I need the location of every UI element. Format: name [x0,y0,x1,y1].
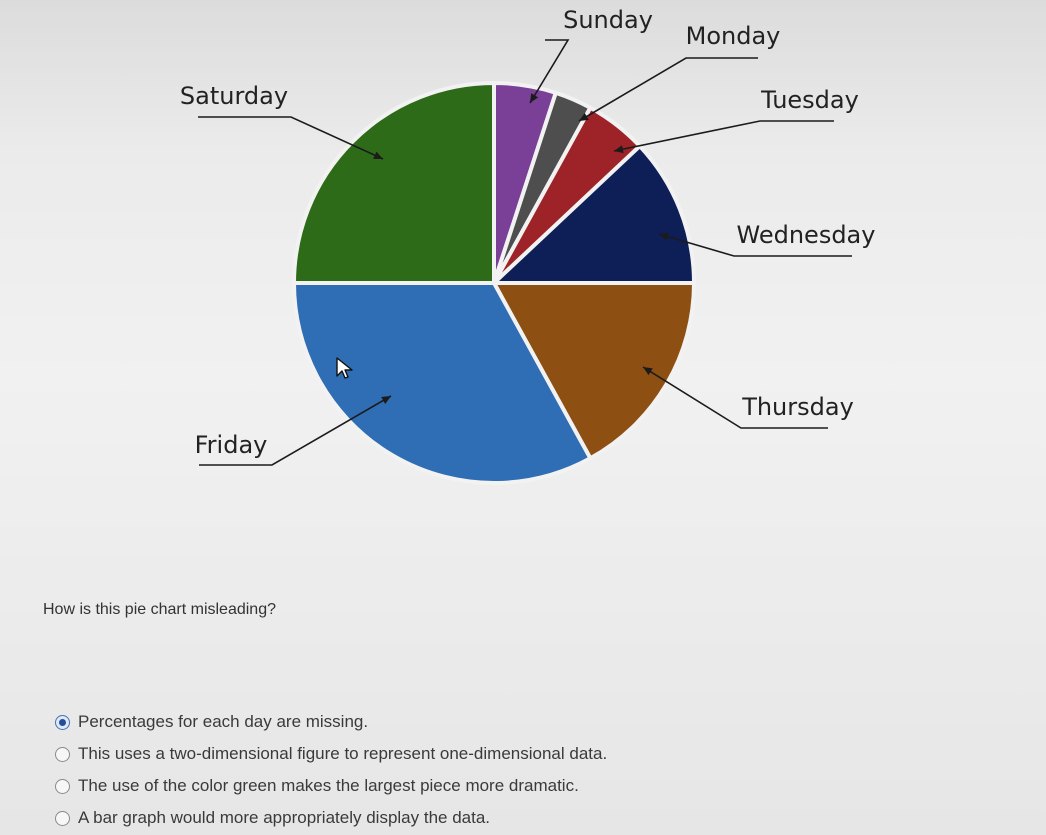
leader-lines [198,39,852,466]
pie-slices [292,81,696,485]
pie-chart: Sunday Monday Tuesday Wednesday Thursday Frid… [180,6,876,485]
pie-slice-wednesday [492,144,696,285]
slice-label-saturday: Saturday [180,82,288,110]
leader-line-wednesday [658,233,852,257]
option-bar-graph[interactable]: A bar graph would more appropriately dis… [55,802,607,834]
pie-slice-thursday [492,281,696,461]
arrowhead-thursday [643,367,653,376]
arrowhead-wednesday [659,232,669,241]
option-label: Percentages for each day are missing. [78,712,369,731]
slice-label-monday: Monday [686,22,781,50]
arrow-cursor-icon [336,357,354,386]
leader-line-sunday [529,39,570,104]
leader-line-friday [199,395,392,466]
option-label: A bar graph would more appropriately dis… [78,808,491,827]
option-two-dimensional[interactable]: This uses a two-dimensional figure to re… [55,738,607,770]
arrowhead-saturday [373,151,383,159]
pie-slice-saturday [292,81,496,285]
leader-line-monday [578,57,758,122]
option-percentages-missing[interactable]: Percentages for each day are missing. [55,706,607,738]
slice-label-thursday: Thursday [741,393,854,421]
arrowhead-monday [579,112,589,121]
slice-label-tuesday: Tuesday [760,86,859,114]
option-color-green[interactable]: The use of the color green makes the lar… [55,770,607,802]
arrowhead-tuesday [614,145,624,154]
slice-labels: Sunday Monday Tuesday Wednesday Thursday Frid… [180,6,876,459]
leader-line-tuesday [613,120,834,152]
radio-button[interactable] [55,746,70,762]
slice-label-wednesday: Wednesday [737,221,876,249]
pie-slice-friday [292,281,593,485]
arrowhead-sunday [530,93,539,103]
radio-button[interactable] [55,714,70,730]
answer-options: Percentages for each day are missing. Th… [55,706,607,834]
leader-line-thursday [642,366,828,429]
option-label: The use of the color green makes the lar… [78,776,579,795]
option-label: This uses a two-dimensional figure to re… [78,744,608,763]
slice-label-sunday: Sunday [563,6,653,34]
slice-label-friday: Friday [195,431,268,459]
radio-button[interactable] [55,810,70,826]
question-text: How is this pie chart misleading? [43,601,276,618]
leader-line-saturday [198,116,384,160]
arrowhead-friday [381,396,391,404]
radio-button[interactable] [55,778,70,794]
